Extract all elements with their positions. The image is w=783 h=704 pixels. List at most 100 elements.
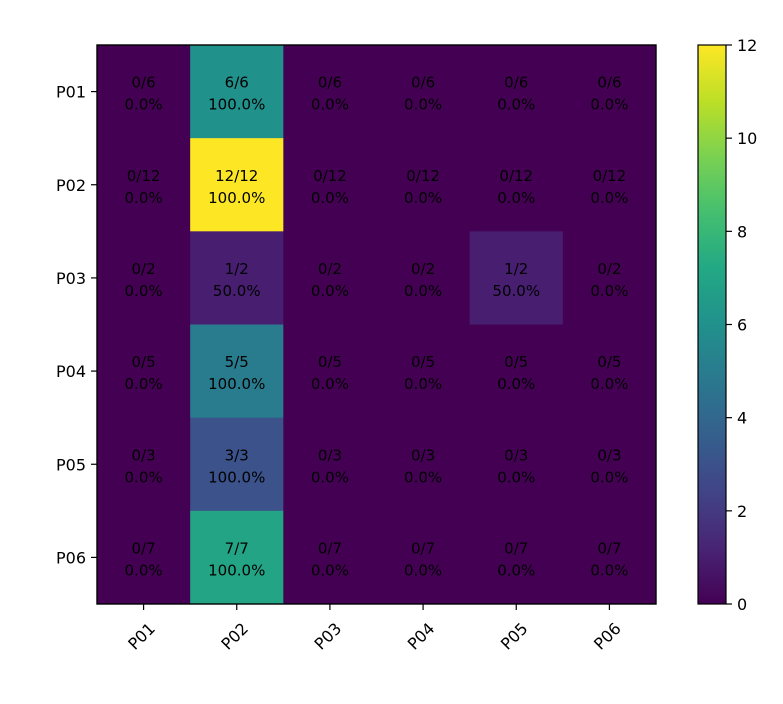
cell-count-label: 0/3 xyxy=(597,446,621,464)
cell-count-label: 0/12 xyxy=(593,167,627,185)
cell-percent-label: 0.0% xyxy=(404,561,442,579)
cell-percent-label: 100.0% xyxy=(208,96,265,114)
cell-count-label: 7/7 xyxy=(225,539,249,557)
heatmap-cell xyxy=(469,138,564,232)
heatmap-cell xyxy=(283,138,377,232)
y-tick-label: P05 xyxy=(56,455,86,474)
cell-count-label: 0/5 xyxy=(132,353,156,371)
cell-count-label: 6/6 xyxy=(225,74,249,92)
cell-count-label: 12/12 xyxy=(215,167,258,185)
heatmap-cell xyxy=(97,231,191,325)
cell-percent-label: 0.0% xyxy=(311,375,349,393)
cell-percent-label: 0.0% xyxy=(404,375,442,393)
cell-count-label: 0/2 xyxy=(597,260,621,278)
heatmap-cell xyxy=(190,510,284,605)
colorbar-tick-label: 10 xyxy=(737,129,757,148)
cell-count-label: 0/12 xyxy=(499,167,533,185)
cell-percent-label: 0.0% xyxy=(590,282,628,300)
cell-percent-label: 0.0% xyxy=(497,468,535,486)
cell-count-label: 0/5 xyxy=(504,353,528,371)
x-tick-label: P04 xyxy=(404,619,439,654)
cell-count-label: 0/7 xyxy=(597,539,621,557)
cell-percent-label: 100.0% xyxy=(208,189,265,207)
heatmap-cell xyxy=(562,510,657,605)
cell-count-label: 0/6 xyxy=(318,74,342,92)
heatmap-cell xyxy=(97,510,191,605)
heatmap-cell xyxy=(469,231,564,325)
cell-percent-label: 100.0% xyxy=(208,468,265,486)
heatmap-cell xyxy=(97,138,191,232)
cell-percent-label: 0.0% xyxy=(497,96,535,114)
cell-count-label: 0/7 xyxy=(318,539,342,557)
cell-percent-label: 50.0% xyxy=(492,282,540,300)
x-tick-label: P01 xyxy=(124,619,159,654)
cell-percent-label: 0.0% xyxy=(497,375,535,393)
heatmap-cell xyxy=(97,45,191,139)
colorbar-tick-label: 12 xyxy=(737,36,757,55)
cell-percent-label: 0.0% xyxy=(311,189,349,207)
cell-count-label: 0/3 xyxy=(504,446,528,464)
cell-percent-label: 0.0% xyxy=(125,375,163,393)
heatmap-cell xyxy=(376,510,471,605)
cell-count-label: 0/6 xyxy=(132,74,156,92)
cell-percent-label: 0.0% xyxy=(404,189,442,207)
heatmap-cell xyxy=(562,324,657,419)
heatmap-cell xyxy=(283,324,377,419)
cell-count-label: 0/3 xyxy=(132,446,156,464)
cell-percent-label: 0.0% xyxy=(311,96,349,114)
plot-frame xyxy=(96,44,657,605)
cell-count-label: 0/5 xyxy=(318,353,342,371)
heatmap-cell xyxy=(469,417,564,512)
y-tick-label: P01 xyxy=(56,83,86,102)
cell-percent-label: 0.0% xyxy=(590,96,628,114)
heatmap-cell xyxy=(283,45,377,139)
cell-percent-label: 100.0% xyxy=(208,561,265,579)
heatmap-cell xyxy=(562,45,657,139)
x-tick-label: P06 xyxy=(590,619,625,654)
cell-count-label: 0/6 xyxy=(504,74,528,92)
cell-percent-label: 50.0% xyxy=(213,282,261,300)
cell-count-label: 0/3 xyxy=(318,446,342,464)
cell-percent-label: 0.0% xyxy=(497,561,535,579)
cell-count-label: 0/5 xyxy=(597,353,621,371)
cell-percent-label: 0.0% xyxy=(497,189,535,207)
cell-count-label: 0/6 xyxy=(411,74,435,92)
cell-count-label: 0/12 xyxy=(313,167,347,185)
cell-count-label: 0/7 xyxy=(504,539,528,557)
y-tick-label: P02 xyxy=(56,176,86,195)
cell-percent-label: 0.0% xyxy=(590,375,628,393)
heatmap-cell xyxy=(283,417,377,512)
x-tick-label: P02 xyxy=(217,619,252,654)
cell-count-label: 0/5 xyxy=(411,353,435,371)
cell-percent-label: 0.0% xyxy=(125,561,163,579)
cell-count-label: 0/3 xyxy=(411,446,435,464)
x-tick-label: P03 xyxy=(311,619,346,654)
cell-percent-label: 0.0% xyxy=(311,282,349,300)
cell-count-label: 0/12 xyxy=(127,167,161,185)
cell-count-label: 5/5 xyxy=(225,353,249,371)
cell-percent-label: 0.0% xyxy=(311,468,349,486)
heatmap-cell xyxy=(376,138,471,232)
cell-percent-label: 0.0% xyxy=(125,468,163,486)
cell-count-label: 0/2 xyxy=(132,260,156,278)
heatmap-cell xyxy=(190,417,284,512)
cell-percent-label: 100.0% xyxy=(208,375,265,393)
heatmap-cell xyxy=(376,324,471,419)
cell-percent-label: 0.0% xyxy=(590,468,628,486)
heatmap-cells xyxy=(97,45,657,605)
cell-count-label: 1/2 xyxy=(504,260,528,278)
heatmap-cell xyxy=(190,324,284,419)
cell-percent-label: 0.0% xyxy=(125,96,163,114)
colorbar-tick-label: 6 xyxy=(737,316,747,335)
cell-count-label: 1/2 xyxy=(225,260,249,278)
heatmap-cell xyxy=(562,138,657,232)
cell-percent-label: 0.0% xyxy=(404,96,442,114)
heatmap-cell xyxy=(190,138,284,232)
cell-percent-label: 0.0% xyxy=(590,189,628,207)
heatmap-cell xyxy=(376,231,471,325)
cell-count-label: 0/2 xyxy=(411,260,435,278)
heatmap-cell xyxy=(469,324,564,419)
heatmap-cell-labels: 0/6 0.0% 6/6 100.0% 0/6 0.0% 0/6 0.0% 0/6 0.0% 0/6… xyxy=(125,74,629,580)
x-tick-label: P05 xyxy=(497,619,532,654)
